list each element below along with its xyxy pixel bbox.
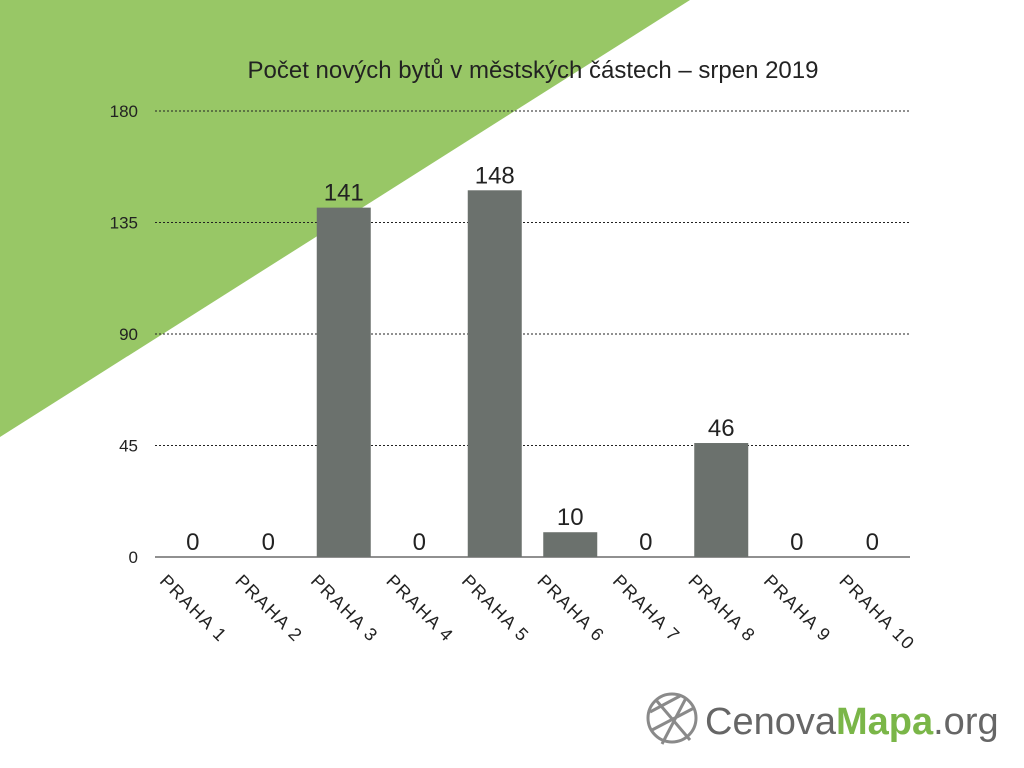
data-label: 0 — [790, 529, 803, 556]
data-label: 0 — [413, 529, 426, 556]
y-tick-label: 0 — [129, 548, 138, 567]
logo: CenovaMapa.org — [646, 692, 999, 745]
bar — [694, 443, 749, 557]
y-tick-label: 45 — [119, 437, 138, 456]
x-tick-label: PRAHA 8 — [684, 571, 759, 646]
y-tick-label: 135 — [110, 214, 138, 233]
chart-title: Počet nových bytů v městských částech – … — [248, 57, 819, 84]
x-tick-label: PRAHA 6 — [533, 571, 608, 646]
x-tick-label: PRAHA 1 — [156, 571, 231, 646]
logo-globe — [646, 692, 698, 745]
data-label: 0 — [639, 529, 652, 556]
logo-part: Mapa — [836, 701, 934, 743]
logo-part: .org — [933, 701, 998, 743]
data-label: 46 — [708, 415, 735, 442]
data-label: 0 — [186, 529, 199, 556]
x-tick-label: PRAHA 2 — [231, 571, 306, 646]
data-label: 148 — [475, 162, 515, 189]
x-tick-label: PRAHA 10 — [835, 571, 918, 654]
data-label: 0 — [262, 529, 275, 556]
bar — [467, 190, 522, 558]
y-tick-label: 90 — [119, 325, 138, 344]
x-tick-label: PRAHA 4 — [382, 571, 457, 646]
x-tick-label: PRAHA 9 — [760, 571, 835, 646]
x-tick-label: PRAHA 3 — [307, 571, 382, 646]
x-tick-label: PRAHA 7 — [609, 571, 684, 646]
data-label: 141 — [324, 180, 364, 207]
x-tick-label: PRAHA 5 — [458, 571, 533, 646]
logo-part: Cenova — [705, 701, 837, 743]
logo-text: CenovaMapa.org — [705, 701, 999, 743]
y-tick-label: 180 — [110, 102, 138, 121]
bar — [543, 532, 598, 557]
data-label: 10 — [557, 504, 584, 531]
data-label: 0 — [866, 529, 879, 556]
bar — [316, 207, 371, 557]
